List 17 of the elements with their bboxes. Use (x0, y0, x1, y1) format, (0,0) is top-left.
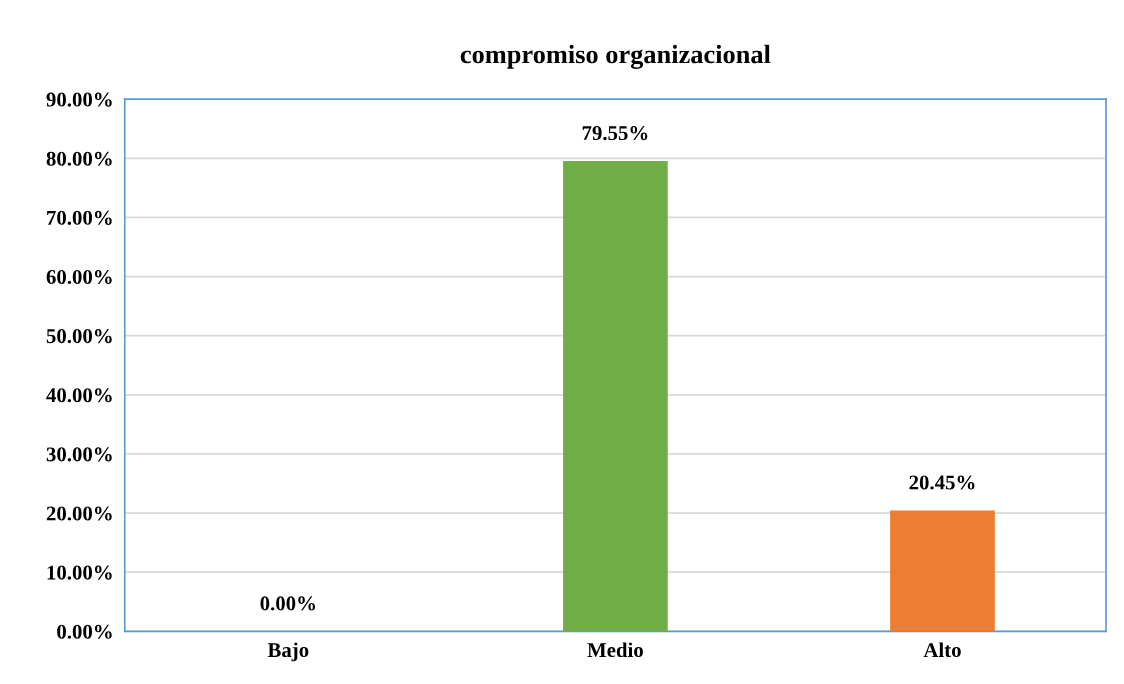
x-tick-label: Medio (587, 642, 643, 658)
y-tick-label: 0.00% (57, 624, 112, 639)
data-label: 20.45% (909, 475, 975, 490)
x-tick-label: Alto (923, 642, 961, 658)
y-tick-label: 60.00% (46, 269, 112, 285)
y-tick-label: 10.00% (47, 565, 112, 580)
y-tick-label: 30.00% (46, 447, 112, 462)
chart-title: compromiso organizacional (460, 44, 771, 69)
y-tick-label: 80.00% (46, 151, 112, 166)
y-tick-label: 70.00% (47, 210, 112, 225)
y-tick-label: 40.00% (46, 388, 112, 403)
y-tick-label: 90.00% (46, 92, 112, 107)
y-tick-label: 50.00% (46, 329, 112, 344)
data-label: 0.00% (260, 596, 315, 611)
y-tick-label: 20.00% (46, 506, 112, 521)
data-label: 79.55% (582, 126, 648, 141)
x-tick-label: Bajo (267, 642, 309, 662)
